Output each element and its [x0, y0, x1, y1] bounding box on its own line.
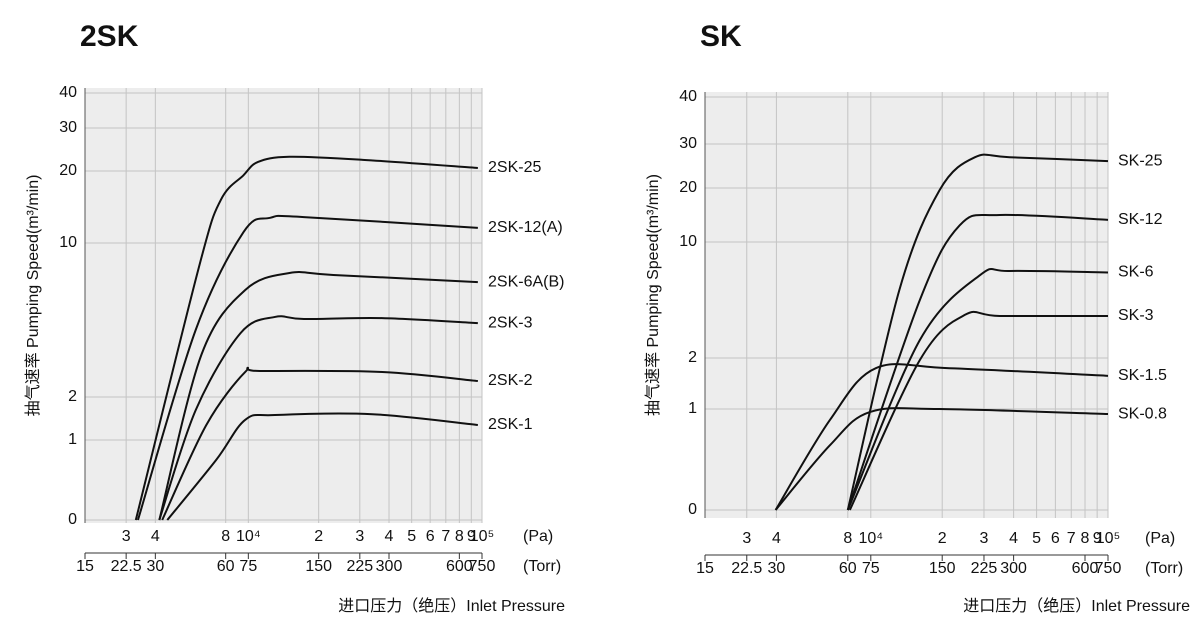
y-tick-label: 10	[679, 233, 697, 250]
series-line	[846, 268, 1109, 511]
series-label: 2SK-3	[488, 314, 533, 331]
series-label: 2SK-12(A)	[488, 219, 563, 236]
y-tick-label: 1	[68, 431, 77, 448]
x-tick-label: 7	[1067, 530, 1076, 547]
x-tick-label: 10⁵	[470, 528, 494, 545]
x2-tick-label: 225	[971, 560, 998, 577]
x-tick-label: 3	[980, 530, 989, 547]
series-label: SK-3	[1118, 307, 1154, 324]
x2-tick-label: 750	[469, 558, 496, 575]
y-tick-label: 20	[679, 179, 697, 196]
x2-tick-label: 15	[696, 560, 714, 577]
x2-tick-label: 15	[76, 558, 94, 575]
plot-area	[705, 92, 1108, 518]
x-tick-label: 9	[467, 528, 476, 545]
x2-tick-label: 150	[929, 560, 956, 577]
x-tick-label: 6	[426, 528, 435, 545]
x2-tick-label: 75	[862, 560, 880, 577]
series-label: 2SK-1	[488, 416, 533, 433]
x-axis-label: 进口压力（绝压）Inlet Pressure	[338, 597, 565, 615]
chart-title: SK	[700, 20, 742, 53]
x-tick-label: 5	[1032, 530, 1041, 547]
series-line	[136, 214, 478, 521]
series-label: 2SK-2	[488, 372, 533, 389]
series-line	[158, 315, 478, 521]
series-line	[166, 412, 478, 521]
y-tick-label: 40	[679, 88, 697, 105]
x2-tick-label: 60	[217, 558, 235, 575]
x-tick-label: 8	[1081, 530, 1090, 547]
x-tick-label: 8	[221, 528, 230, 545]
x2-tick-label: 30	[146, 558, 164, 575]
x-tick-label: 10⁴	[236, 528, 261, 545]
x-tick-label: 4	[151, 528, 160, 545]
x2-unit: (Torr)	[523, 558, 561, 575]
x-tick-label: 10⁵	[1096, 530, 1120, 547]
x-tick-label: 8	[455, 528, 464, 545]
x-tick-label: 4	[772, 530, 781, 547]
x-tick-label: 3	[742, 530, 751, 547]
x-tick-label: 4	[385, 528, 394, 545]
series-label: 2SK-6A(B)	[488, 273, 564, 290]
x-tick-label: 3	[122, 528, 131, 545]
x-tick-label: 6	[1051, 530, 1060, 547]
x-tick-label: 9	[1093, 530, 1102, 547]
y-tick-label: 40	[59, 84, 77, 101]
y-axis-label: 抽气速率 Pumping Speed(m³/min)	[644, 174, 662, 416]
y-tick-label: 2	[68, 388, 77, 405]
series-line	[774, 363, 1109, 511]
y-tick-label: 0	[688, 501, 697, 518]
series-line	[158, 271, 478, 521]
x-tick-label: 10⁴	[858, 530, 883, 547]
series-label: 2SK-25	[488, 159, 541, 176]
series-line	[134, 155, 478, 521]
x-tick-label: 5	[407, 528, 416, 545]
series-label: SK-12	[1118, 211, 1163, 228]
x-tick-label: 7	[441, 528, 450, 545]
y-tick-label: 1	[688, 400, 697, 417]
x-tick-label: 8	[843, 530, 852, 547]
x2-tick-label: 225	[346, 558, 373, 575]
series-label: SK-0.8	[1118, 405, 1167, 422]
x2-tick-label: 60	[839, 560, 857, 577]
x-unit: (Pa)	[1145, 530, 1175, 547]
x-tick-label: 3	[355, 528, 364, 545]
x2-tick-label: 22.5	[111, 558, 142, 575]
y-tick-label: 10	[59, 234, 77, 251]
x2-tick-label: 150	[305, 558, 332, 575]
x-tick-label: 4	[1009, 530, 1018, 547]
series-label: SK-6	[1118, 264, 1154, 281]
x2-tick-label: 750	[1095, 560, 1122, 577]
chart-title: 2SK	[80, 20, 139, 53]
y-tick-label: 30	[59, 119, 77, 136]
series-line	[161, 366, 478, 521]
plot-area	[85, 88, 482, 523]
x-axis-label: 进口压力（绝压）Inlet Pressure	[963, 597, 1190, 615]
x2-tick-label: 600	[446, 558, 473, 575]
series-label: SK-25	[1118, 152, 1163, 169]
x2-tick-label: 30	[768, 560, 786, 577]
y-axis-label: 抽气速率 Pumping Speed(m³/min)	[24, 175, 42, 417]
x-tick-label: 2	[938, 530, 947, 547]
x-tick-label: 2	[314, 528, 323, 545]
series-line	[774, 407, 1109, 511]
x-unit: (Pa)	[523, 528, 553, 545]
x2-unit: (Torr)	[1145, 560, 1183, 577]
series-line	[848, 310, 1109, 511]
series-label: SK-1.5	[1118, 367, 1167, 384]
x2-tick-label: 300	[1000, 560, 1027, 577]
y-tick-label: 0	[68, 511, 77, 528]
x2-tick-label: 300	[376, 558, 403, 575]
y-tick-label: 30	[679, 135, 697, 152]
series-line	[846, 153, 1109, 511]
x2-tick-label: 600	[1072, 560, 1099, 577]
x2-tick-label: 22.5	[731, 560, 762, 577]
x2-tick-label: 75	[239, 558, 257, 575]
y-tick-label: 2	[688, 349, 697, 366]
y-tick-label: 20	[59, 162, 77, 179]
series-line	[846, 213, 1109, 511]
